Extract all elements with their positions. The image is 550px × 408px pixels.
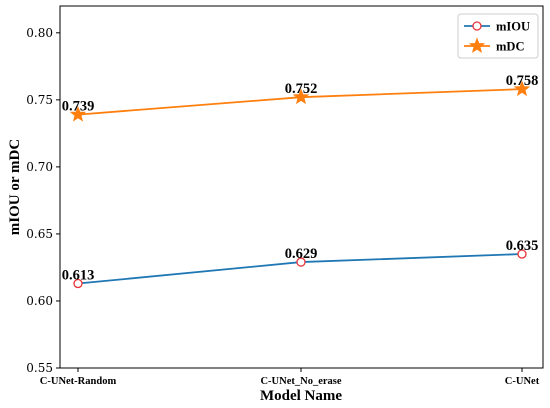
x-tick-label: C-UNet-Random: [40, 376, 117, 387]
y-tick-label: 0.75: [26, 93, 53, 107]
legend-marker: [472, 21, 482, 31]
data-point: [73, 278, 83, 289]
y-tick-label: 0.60: [26, 294, 53, 308]
legend-label: mDC: [496, 40, 524, 54]
data-point: [292, 88, 310, 105]
data-point: [296, 257, 306, 267]
data-label: 0.635: [506, 238, 539, 254]
data-label: 0.613: [62, 268, 95, 284]
x-tick-label: C-UNet_No_erase: [260, 376, 341, 387]
data-label: 0.739: [62, 99, 95, 115]
legend-marker: [468, 37, 486, 53]
legend-label: mIOU: [496, 20, 530, 34]
data-point: [513, 80, 531, 97]
x-tick-label: C-UNet: [505, 376, 540, 387]
y-tick-label: 0.80: [26, 26, 53, 40]
y-tick-label: 0.65: [26, 227, 53, 241]
x-axis: C-UNet-Random C-UNet_No_erase C-UNet: [40, 368, 540, 387]
y-axis-title: mIOU or mDC: [7, 139, 23, 235]
data-point: [69, 105, 87, 122]
x-axis-title: Model Name: [260, 388, 342, 404]
data-point: [517, 249, 527, 259]
data-label: 0.758: [506, 73, 539, 89]
data-label: 0.629: [285, 246, 318, 262]
legend: mIOU mDC: [457, 13, 539, 59]
y-tick-label: 0.55: [26, 361, 53, 375]
data-label: 0.752: [285, 81, 318, 97]
y-tick-label: 0.70: [26, 160, 53, 174]
series-layer: 0.613 0.629 0.635 0.739 0.752 0.758: [62, 73, 539, 289]
y-axis: 0.55 0.60 0.65 0.70 0.75 0.80: [26, 26, 60, 375]
plot-frame: [59, 5, 544, 369]
